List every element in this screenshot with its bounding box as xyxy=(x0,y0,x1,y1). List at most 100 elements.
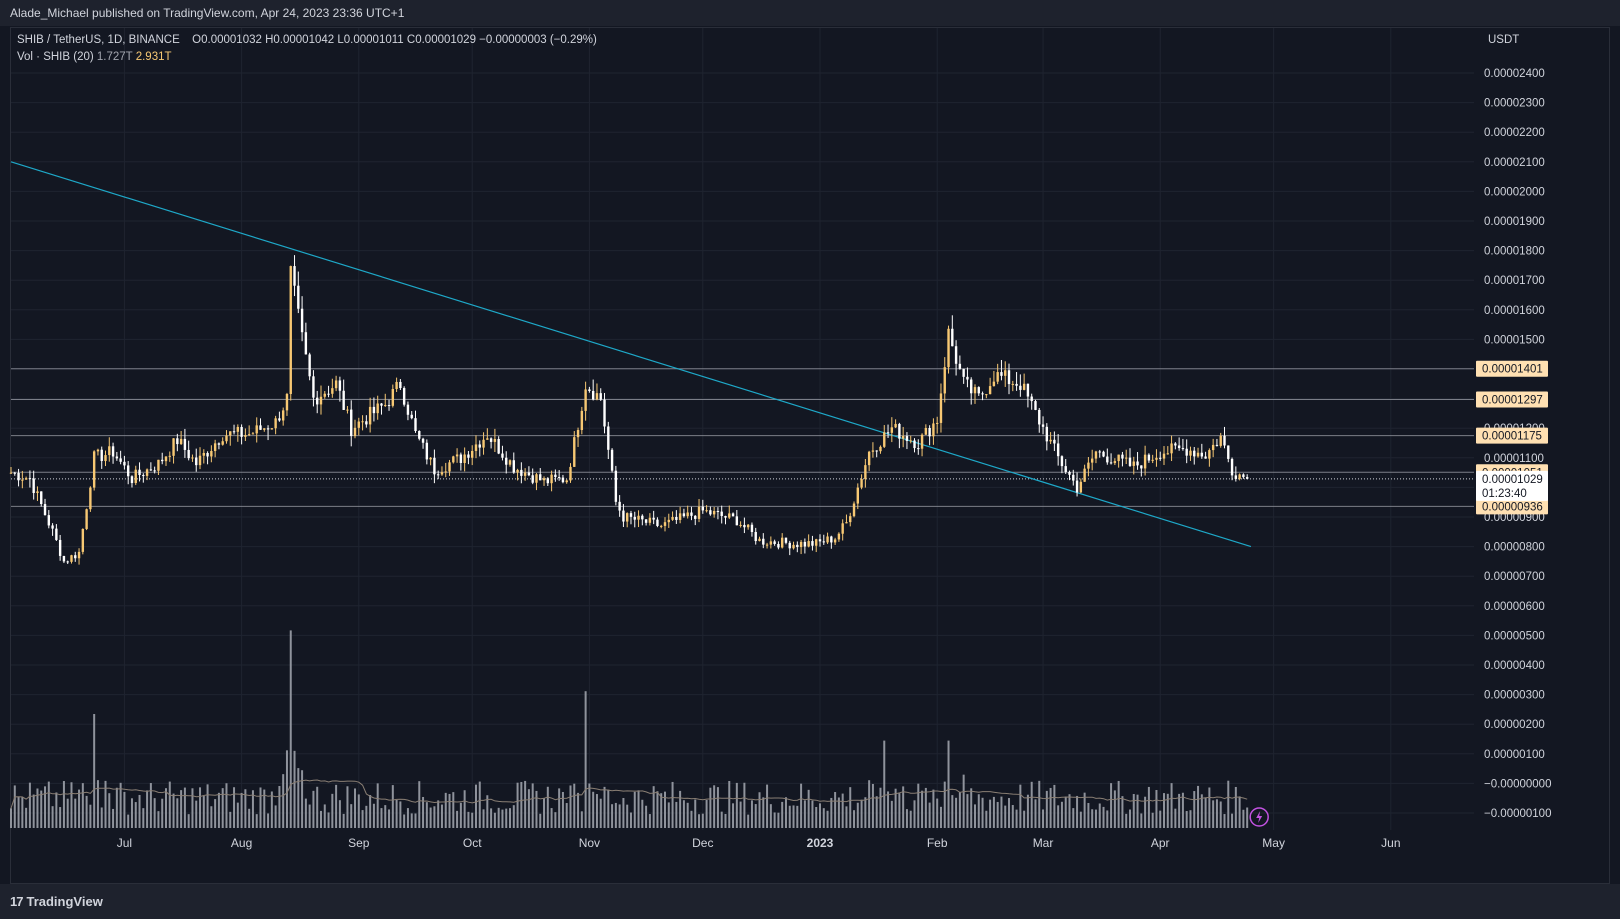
volume-bar xyxy=(1136,794,1139,828)
candle-body xyxy=(682,513,686,517)
candle-body xyxy=(459,454,463,463)
candle-body xyxy=(47,515,51,526)
volume-bar xyxy=(474,784,477,828)
candle-body xyxy=(455,454,459,457)
volume-bar xyxy=(868,780,871,828)
volume-bar xyxy=(943,781,946,828)
candle-body xyxy=(399,381,402,389)
candle-body xyxy=(221,441,224,445)
candle-body xyxy=(629,513,633,517)
candle-body xyxy=(1060,456,1064,467)
volume-bar xyxy=(459,802,462,828)
volume-bar xyxy=(618,804,621,828)
volume-bar xyxy=(1064,796,1067,828)
volume-bar xyxy=(1170,783,1173,828)
candle-body xyxy=(879,446,882,452)
volume-bar xyxy=(758,792,761,828)
volume-bar xyxy=(346,786,349,828)
volume-bar xyxy=(1026,794,1029,828)
volume-bar xyxy=(818,803,821,828)
volume-bar xyxy=(138,794,141,828)
candle-body xyxy=(905,436,909,441)
volume-bar xyxy=(493,812,496,828)
x-tick-label: 2023 xyxy=(807,836,834,850)
volume-bar xyxy=(739,801,742,828)
volume-bar xyxy=(777,812,780,828)
candle-body xyxy=(1106,456,1109,463)
candle-body xyxy=(36,491,39,494)
volume-bar xyxy=(130,798,133,828)
candle-body xyxy=(512,460,515,473)
candle-body xyxy=(505,457,508,465)
candle-body xyxy=(195,457,198,466)
volume-bar xyxy=(637,790,640,828)
candle-body xyxy=(595,393,599,400)
volume-bar xyxy=(1219,801,1222,828)
volume-bar xyxy=(664,791,667,828)
volume-bar xyxy=(365,805,368,828)
volume-indicator-label[interactable]: Vol · SHIB (20) xyxy=(17,51,94,63)
candle-body xyxy=(43,504,47,516)
x-tick-label: Sep xyxy=(348,836,370,850)
trendline xyxy=(10,161,1252,548)
price-chart[interactable]: 0.00002400 0.00002300 0.00002200 0.00002100… xyxy=(0,0,1620,884)
volume-bar xyxy=(490,808,493,828)
chart-frame xyxy=(10,27,1610,884)
volume-bar xyxy=(199,787,202,828)
volume-bar xyxy=(418,781,421,828)
symbol-label[interactable]: SHIB / TetherUS, 1D, BINANCE xyxy=(17,34,180,46)
volume-bar xyxy=(1197,785,1200,828)
x-tick-label: Jun xyxy=(1381,836,1400,850)
volume-bar xyxy=(391,785,394,828)
tradingview-logo[interactable]: 17 TradingView xyxy=(10,894,103,909)
candle-body xyxy=(667,519,670,523)
candle-body xyxy=(898,423,901,439)
candle-body xyxy=(875,450,878,452)
candle-body xyxy=(894,423,897,428)
candle-body xyxy=(973,387,977,394)
volume-bar xyxy=(206,784,209,828)
candle-body xyxy=(308,354,311,377)
candle-body xyxy=(849,516,852,523)
volume-bar xyxy=(894,788,897,828)
candle-body xyxy=(402,388,406,405)
candle-body xyxy=(482,439,485,448)
volume-bar xyxy=(17,796,20,828)
volume-bar xyxy=(293,750,296,828)
candle-body xyxy=(21,479,24,481)
candle-body xyxy=(489,438,493,442)
volume-bar xyxy=(750,800,753,828)
volume-bar xyxy=(516,782,519,828)
candle-body xyxy=(1053,439,1056,444)
volume-bar xyxy=(1102,806,1105,828)
volume-bar xyxy=(70,782,73,828)
y-tick-label: −0.00000000 xyxy=(1484,778,1551,790)
candle-body xyxy=(1056,443,1060,457)
volume-bar xyxy=(354,788,357,828)
volume-bar xyxy=(399,801,402,828)
volume-bar xyxy=(55,792,58,828)
volume-bar xyxy=(996,801,999,828)
candle-body xyxy=(622,510,625,522)
volume-bar xyxy=(887,791,890,828)
volume-bar xyxy=(1185,811,1188,828)
volume-bar xyxy=(853,810,856,828)
candle-body xyxy=(1121,454,1124,459)
lightning-icon-ring xyxy=(1249,807,1269,827)
candle-body xyxy=(478,444,481,448)
volume-bar xyxy=(180,790,183,828)
volume-bar xyxy=(1132,794,1135,828)
currency-label[interactable]: USDT xyxy=(1488,34,1520,46)
volume-bar xyxy=(119,782,122,828)
volume-bar xyxy=(497,807,500,828)
candle-body xyxy=(365,421,368,425)
candle-body xyxy=(981,393,984,395)
candle-body xyxy=(232,431,236,433)
candle-body xyxy=(66,561,69,563)
candle-body xyxy=(1019,385,1022,390)
volume-bar xyxy=(263,789,266,828)
candle-body xyxy=(391,389,395,406)
lightning-icon[interactable] xyxy=(1249,807,1269,827)
candle-body xyxy=(656,519,659,526)
volume-bar xyxy=(93,714,96,828)
